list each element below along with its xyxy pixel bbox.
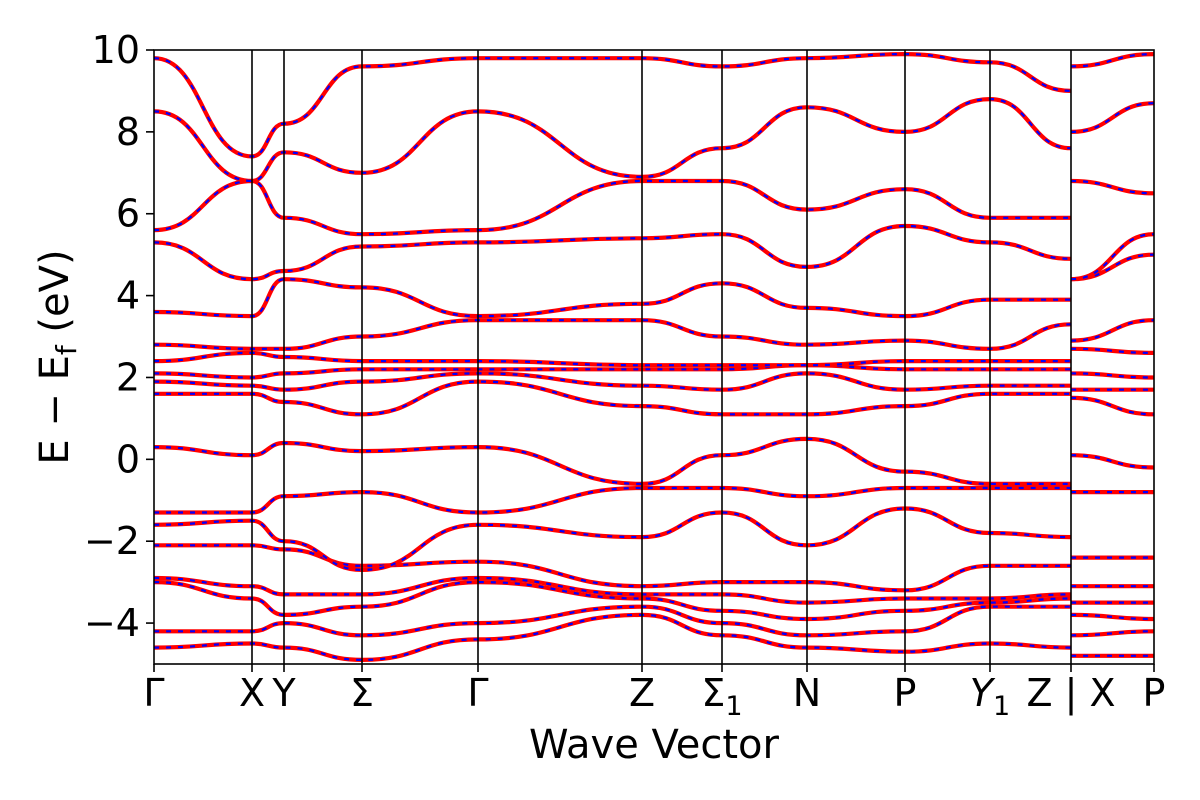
x-tick-label: P bbox=[894, 671, 917, 715]
band-2-line bbox=[154, 604, 1154, 638]
y-tick-label: 4 bbox=[116, 274, 140, 318]
y-tick-label: 10 bbox=[92, 28, 140, 72]
band-8-dashed-line bbox=[154, 437, 1154, 486]
band-14-line bbox=[154, 252, 1154, 319]
x-tick-label-z-2: Z bbox=[1026, 671, 1052, 715]
x-tick-label: Σ1 bbox=[701, 671, 742, 722]
x-tick-label: Z | X bbox=[1026, 671, 1115, 716]
band-13-line bbox=[154, 318, 1154, 351]
band-7-line bbox=[154, 485, 1154, 515]
band-12-line bbox=[154, 346, 1154, 368]
band-18-dashed-line bbox=[154, 52, 1154, 158]
x-tick-label-x-2: X bbox=[1089, 671, 1115, 715]
y-axis-title: E − Ef (eV) bbox=[32, 249, 83, 464]
x-tick-label-y-1: Y bbox=[970, 671, 996, 715]
x-tick-label-n: N bbox=[793, 671, 821, 715]
y-tick-label: 2 bbox=[116, 355, 140, 399]
band-17-line bbox=[154, 97, 1154, 184]
x-tick-label: Y bbox=[271, 671, 296, 715]
x-tick-label: X bbox=[239, 671, 265, 715]
band-16-line bbox=[154, 178, 1154, 237]
band-15-line bbox=[154, 223, 1154, 282]
y-axis-title-main: E − E bbox=[32, 355, 78, 465]
bands-layer bbox=[154, 52, 1154, 662]
y-axis-title-sub: f bbox=[50, 344, 83, 355]
x-tick-label-p-1: P bbox=[894, 671, 917, 715]
y-axis-ticks: −4 −2 0 2 4 6 8 10 bbox=[84, 28, 154, 645]
x-tick-subscript: 1 bbox=[725, 691, 742, 722]
y-tick-label: 6 bbox=[116, 192, 140, 236]
x-tick-label: Σ bbox=[350, 671, 374, 715]
band-13-dashed-line bbox=[154, 319, 1154, 350]
band-17-dashed-line bbox=[154, 97, 1154, 183]
x-tick-separator: | bbox=[1053, 671, 1090, 716]
band-1-dashed-line bbox=[154, 613, 1154, 662]
x-axis-title: Wave Vector bbox=[529, 722, 780, 768]
band-12-dashed-line bbox=[154, 347, 1154, 367]
x-tick-label-sigma-1: Σ bbox=[701, 671, 725, 715]
x-tick-label: Γ bbox=[467, 671, 488, 715]
x-tick-label: N bbox=[793, 671, 821, 715]
y-tick-label: 8 bbox=[116, 110, 140, 154]
y-tick-label: 0 bbox=[116, 437, 140, 481]
x-tick-label: Z bbox=[629, 671, 655, 715]
band-1-line bbox=[154, 612, 1154, 662]
y-tick-label: −2 bbox=[84, 519, 140, 563]
band-2-dashed-line bbox=[154, 605, 1154, 637]
x-tick-label: P bbox=[1143, 671, 1166, 715]
x-tick-label: Γ bbox=[143, 671, 164, 715]
x-tick-label-gamma-1: Γ bbox=[143, 671, 164, 715]
band-6-dashed-line bbox=[154, 507, 1154, 572]
x-tick-label-gamma-2: Γ bbox=[467, 671, 488, 715]
y-axis-title-unit: (eV) bbox=[32, 249, 78, 345]
kpoint-lines bbox=[251, 50, 1072, 664]
band-18-line bbox=[154, 52, 1154, 159]
y-tick-label: −4 bbox=[84, 601, 140, 645]
x-tick-label-sigma: Σ bbox=[350, 671, 374, 715]
x-tick-label: Y1 bbox=[970, 671, 1010, 722]
band-10-line bbox=[154, 371, 1154, 392]
band-10-dashed-line bbox=[154, 372, 1154, 391]
band-11-dashed-line bbox=[154, 364, 1154, 379]
x-tick-label-x-1: X bbox=[239, 671, 265, 715]
x-tick-subscript: 1 bbox=[993, 691, 1010, 722]
plot-frame bbox=[153, 49, 1155, 665]
band-4-line bbox=[154, 575, 1154, 605]
band-7-dashed-line bbox=[154, 486, 1154, 514]
band-5-line bbox=[154, 543, 1154, 593]
x-tick-label-y: Y bbox=[271, 671, 296, 715]
x-tick-label-p-2: P bbox=[1143, 671, 1166, 715]
x-tick-label-z-1: Z bbox=[629, 671, 655, 715]
band-3-dashed-line bbox=[154, 580, 1154, 621]
band-15-dashed-line bbox=[154, 224, 1154, 281]
band-14-dashed-line bbox=[154, 253, 1154, 318]
band-6-line bbox=[154, 506, 1154, 572]
band-16-dashed-line bbox=[154, 179, 1154, 236]
band-9-dashed-line bbox=[154, 380, 1154, 416]
band-8-line bbox=[154, 436, 1154, 487]
